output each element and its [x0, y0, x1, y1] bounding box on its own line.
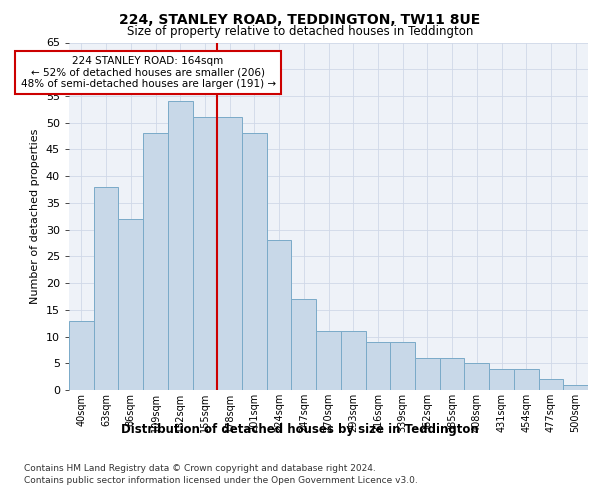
- Bar: [118, 219, 143, 390]
- Text: 224 STANLEY ROAD: 164sqm
← 52% of detached houses are smaller (206)
48% of semi-: 224 STANLEY ROAD: 164sqm ← 52% of detach…: [20, 56, 275, 89]
- Text: Size of property relative to detached houses in Teddington: Size of property relative to detached ho…: [127, 25, 473, 38]
- Bar: [390, 342, 415, 390]
- Bar: [143, 134, 168, 390]
- Bar: [464, 364, 489, 390]
- Bar: [539, 380, 563, 390]
- Bar: [514, 368, 539, 390]
- Bar: [316, 331, 341, 390]
- Text: 224, STANLEY ROAD, TEDDINGTON, TW11 8UE: 224, STANLEY ROAD, TEDDINGTON, TW11 8UE: [119, 12, 481, 26]
- Bar: [365, 342, 390, 390]
- Bar: [94, 187, 118, 390]
- Bar: [341, 331, 365, 390]
- Bar: [168, 102, 193, 390]
- Bar: [489, 368, 514, 390]
- Bar: [440, 358, 464, 390]
- Bar: [292, 299, 316, 390]
- Bar: [267, 240, 292, 390]
- Text: Distribution of detached houses by size in Teddington: Distribution of detached houses by size …: [121, 422, 479, 436]
- Bar: [69, 320, 94, 390]
- Text: Contains HM Land Registry data © Crown copyright and database right 2024.: Contains HM Land Registry data © Crown c…: [24, 464, 376, 473]
- Bar: [193, 118, 217, 390]
- Bar: [242, 134, 267, 390]
- Bar: [563, 384, 588, 390]
- Bar: [415, 358, 440, 390]
- Bar: [217, 118, 242, 390]
- Text: Contains public sector information licensed under the Open Government Licence v3: Contains public sector information licen…: [24, 476, 418, 485]
- Y-axis label: Number of detached properties: Number of detached properties: [30, 128, 40, 304]
